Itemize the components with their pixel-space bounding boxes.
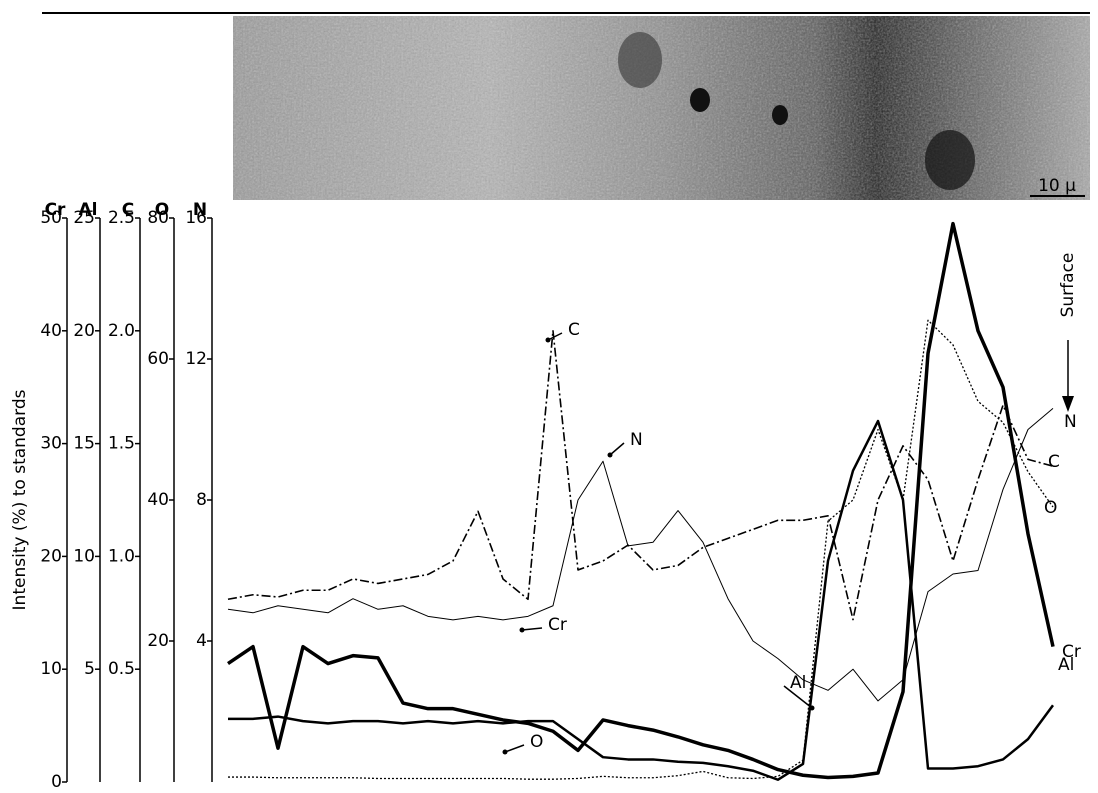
series-label: O <box>530 732 543 752</box>
y-tick-label: 0.5 <box>108 659 135 679</box>
y-tick-label: 20 <box>73 321 95 341</box>
y-axis-label: Intensity (%) to standards <box>10 389 30 610</box>
arrow-head <box>519 627 525 633</box>
series-end-label: C <box>1048 452 1060 472</box>
y-tick-label: 0 <box>51 772 62 789</box>
y-tick-label: 40 <box>147 490 169 510</box>
annotation-arrow <box>521 627 543 631</box>
y-tick-label: 20 <box>147 631 169 651</box>
arrow-head <box>607 452 613 458</box>
series-end-label: N <box>1064 412 1077 432</box>
y-tick-label: 60 <box>147 349 169 369</box>
annotation-arrow <box>783 685 813 709</box>
micrograph: 10 μ <box>233 16 1090 200</box>
y-tick-label: 30 <box>40 434 62 454</box>
arrow-head <box>809 705 815 711</box>
series-end-label: O <box>1044 498 1057 518</box>
series-label: Cr <box>548 615 567 635</box>
y-tick-label: 2.0 <box>108 321 135 341</box>
annotation-arrow <box>609 442 625 456</box>
series-line <box>227 330 1054 621</box>
axis-header: O <box>155 200 169 220</box>
annotations: Surface <box>1058 253 1078 412</box>
y-tick-label: 1.0 <box>108 546 135 566</box>
y-tick-label: 8 <box>196 490 207 510</box>
axis-header: N <box>193 200 207 220</box>
y-tick-label: 40 <box>40 321 62 341</box>
y-tick-label: 10 <box>73 546 95 566</box>
annotation-arrow <box>504 744 525 753</box>
series-end-label: Al <box>1058 655 1074 675</box>
series-line <box>227 221 1055 780</box>
series-line <box>227 407 1054 702</box>
series-label: N <box>630 430 643 450</box>
y-tick-label: 15 <box>73 434 95 454</box>
series-line <box>228 319 1054 780</box>
series-label: Al <box>790 673 806 693</box>
y-tick-label: 10 <box>40 659 62 679</box>
series-end-label: Cr <box>1062 642 1081 662</box>
y-tick-label: 1.5 <box>108 434 135 454</box>
y-tick-label: 25 <box>73 208 95 228</box>
scale-bar-label: 10 μ <box>1038 176 1076 196</box>
axis-header: Cr <box>45 200 66 220</box>
series-label: C <box>568 320 580 340</box>
arrow-head <box>545 337 551 343</box>
y-tick-label: 12 <box>185 349 207 369</box>
y-tick-label: 4 <box>196 631 207 651</box>
y-tick-label: 80 <box>147 208 169 228</box>
y-tick-label: 20 <box>40 546 62 566</box>
series-line <box>228 419 1055 781</box>
axis-header: Al <box>79 200 98 220</box>
surface-label: Surface <box>1058 253 1078 318</box>
y-tick-label: 5 <box>84 659 95 679</box>
y-tick-label: 2.5 <box>108 208 135 228</box>
arrow-head <box>502 749 508 755</box>
annotation-arrow <box>547 332 563 341</box>
y-tick-label: 50 <box>40 208 62 228</box>
y-tick-label: 16 <box>185 208 207 228</box>
axis-header: C <box>122 200 134 220</box>
